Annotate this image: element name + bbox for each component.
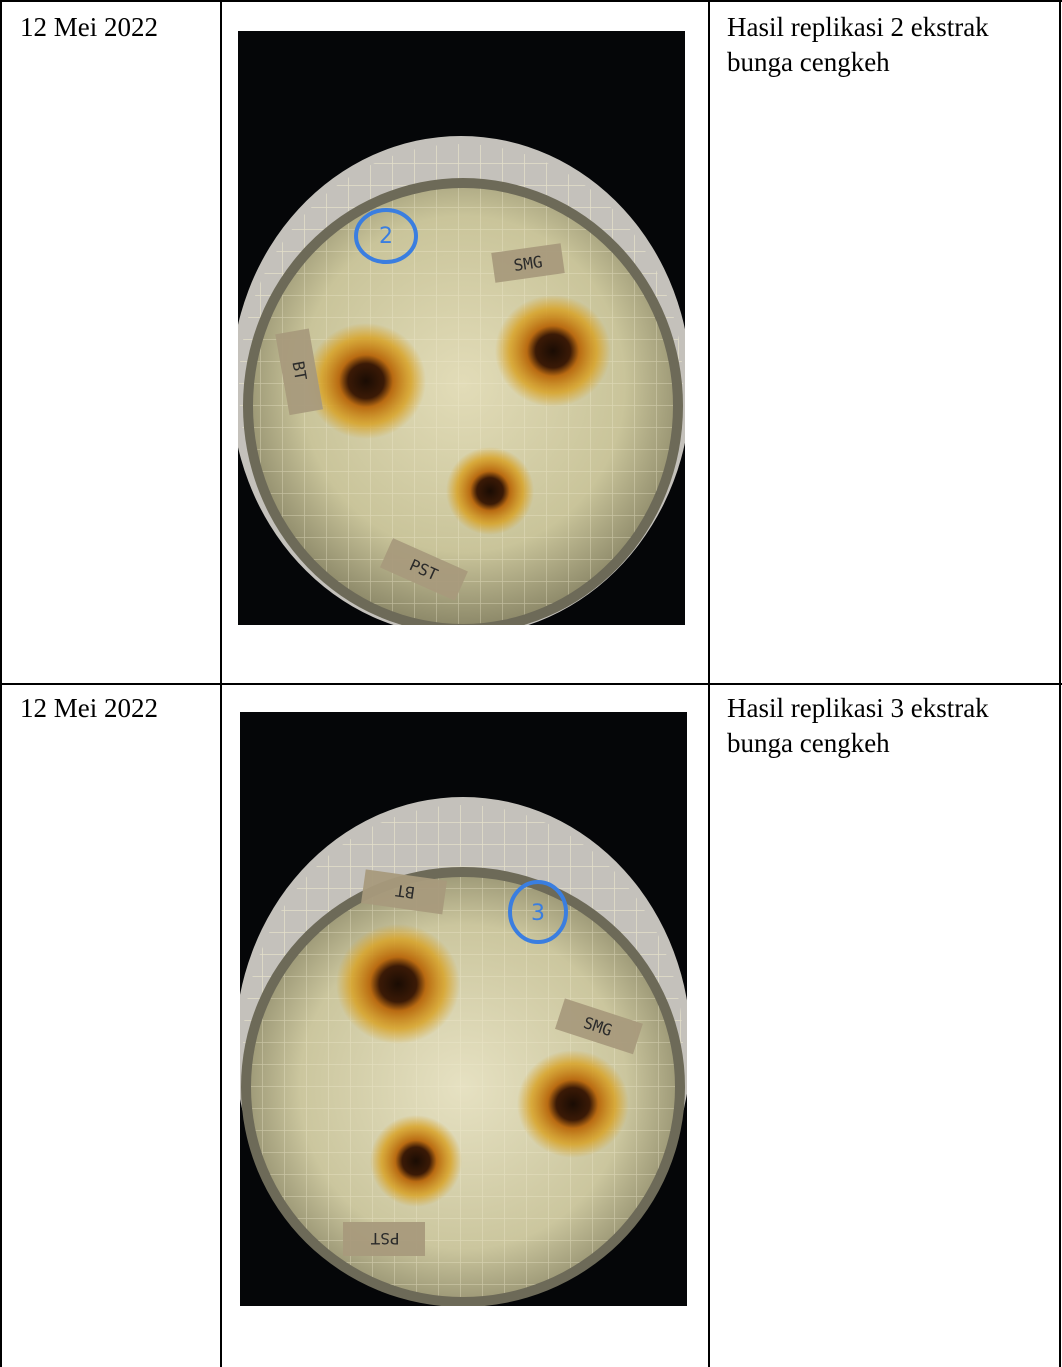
plate-number-mark: 2 bbox=[379, 224, 393, 249]
tape-label-bt: BT bbox=[288, 360, 310, 383]
tape-label-pst: PST bbox=[370, 1229, 399, 1248]
row-2-petri-dish-photo: 3 BT SMG PST bbox=[240, 712, 687, 1306]
row-2-date: 12 Mei 2022 bbox=[20, 693, 158, 723]
petri-dish-graphic: 2 SMG BT PST bbox=[238, 31, 685, 625]
row-2-description: Hasil replikasi 3 ekstrak bunga cengkeh bbox=[727, 693, 989, 758]
tape-label-bt: BT bbox=[394, 881, 416, 903]
row-1-petri-dish-photo: 2 SMG BT PST bbox=[238, 31, 685, 625]
table-border-top bbox=[0, 0, 1062, 2]
plate-number-mark: 3 bbox=[531, 901, 545, 926]
row-divider bbox=[0, 683, 1062, 685]
tape-label-smg: SMG bbox=[512, 252, 543, 275]
row-1-description: Hasil replikasi 2 ekstrak bunga cengkeh bbox=[727, 12, 989, 77]
petri-dish-graphic: 3 BT SMG PST bbox=[240, 712, 687, 1306]
row-1-date: 12 Mei 2022 bbox=[20, 12, 158, 42]
